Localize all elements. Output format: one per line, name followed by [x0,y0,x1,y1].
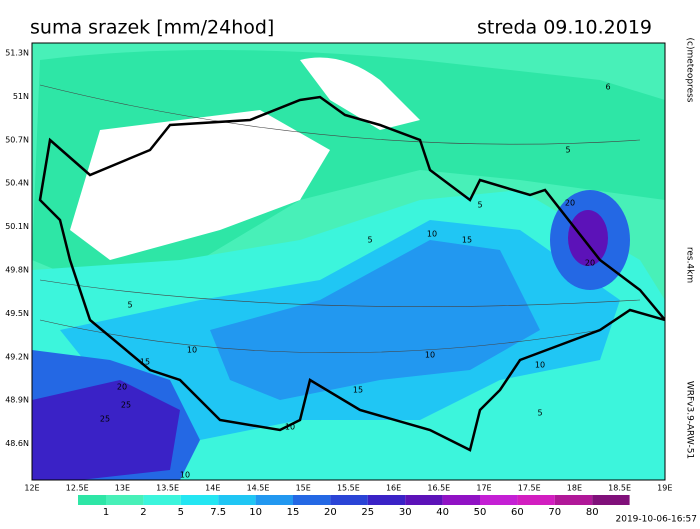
country-border [38,95,665,452]
contour-label: 10 [535,361,545,370]
contour [39,84,641,145]
map-date: streda 09.10.2019 [477,17,652,39]
legend-swatch [330,495,368,505]
legend-swatch [405,495,443,505]
contour-label: 25 [121,401,131,410]
legend-label: 1 [103,507,109,518]
model-name: WRFv3.9-ARW-51 [685,381,695,459]
lon-label: 16E [386,484,401,493]
legend-swatch [180,495,219,505]
legend-swatch [293,495,331,505]
legend-swatch [255,495,293,505]
very-heavy-field [568,210,608,266]
contour-label: 6 [605,83,610,92]
contour-label: 5 [565,146,570,155]
lat-label: 49.2N [5,352,29,361]
lat-label: 49.8N [5,266,29,275]
legend-label: 10 [249,507,262,518]
dry-area [70,110,330,260]
lon-label: 16.5E [427,484,450,493]
lon-label: 17.5E [518,484,541,493]
dry-area [300,57,420,130]
contour-label: 5 [537,409,542,418]
lat-label: 51N [13,92,29,101]
contour-label: 25 [100,415,110,424]
lon-label: 15E [296,484,311,493]
contour [39,279,641,307]
lon-label: 12.5E [66,484,89,493]
lat-label: 50.4N [5,179,29,188]
timestamp: 2019-10-06-16:57 [616,515,698,525]
map-title: suma srazek [mm/24hod] [30,17,274,39]
legend-swatch [78,495,106,505]
legend-label: 60 [511,507,524,518]
lat-label: 48.9N [5,396,29,405]
copyright: (c)meteopress [685,38,695,103]
contour-label: 5 [127,301,132,310]
legend-swatch [106,495,144,505]
legend-label: 50 [474,507,487,518]
legend-label: 80 [586,507,599,518]
very-heavy-field [32,380,180,480]
legend-label: 7.5 [210,507,226,518]
lat-label: 49.5N [5,309,29,318]
lon-label: 13E [115,484,130,493]
contour-label: 10 [187,346,197,355]
legend-label: 40 [436,507,449,518]
lat-label: 51.3N [5,49,29,58]
lat-label: 50.7N [5,135,29,144]
resolution: res.4km [685,247,695,283]
legend-label: 20 [324,507,337,518]
legend-label: 5 [178,507,184,518]
legend-swatch [367,495,406,505]
legend-swatch [554,495,593,505]
contour-label: 10 [425,351,435,360]
lat-label: 50.1N [5,222,29,231]
lon-label: 14E [205,484,220,493]
contour-label: 15 [462,236,472,245]
legend-label: 25 [361,507,374,518]
legend-swatch [143,495,181,505]
contour-label: 10 [180,471,190,480]
lon-label: 19E [657,484,672,493]
legend-label: 30 [399,507,412,518]
contour-label: 20 [117,383,127,392]
legend-swatch [592,495,630,505]
contour-label: 5 [367,236,372,245]
contour-label: 15 [353,386,363,395]
legend-swatch [442,495,480,505]
contour-label: 5 [477,201,482,210]
lon-label: 15.5E [337,484,360,493]
heavy-field [210,240,540,400]
lon-label: 18E [567,484,582,493]
lon-label: 13.5E [156,484,179,493]
contour-label: 20 [585,259,595,268]
contour-label: 10 [427,230,437,239]
precip-field [32,43,665,480]
contour-label: 20 [565,199,575,208]
legend-label: 70 [548,507,561,518]
lon-label: 18.5E [608,484,631,493]
lon-label: 14.5E [247,484,270,493]
contour-label: 10 [285,423,295,432]
map-frame [31,42,666,481]
lon-label: 17E [476,484,491,493]
legend-label: 15 [287,507,300,518]
legend-swatch [218,495,256,505]
contour [39,319,601,354]
lat-label: 48.6N [5,439,29,448]
contour-label: 15 [140,358,150,367]
lon-label: 12E [24,484,39,493]
legend-label: 2 [140,507,146,518]
legend-swatch [480,495,518,505]
legend-swatch [517,495,555,505]
